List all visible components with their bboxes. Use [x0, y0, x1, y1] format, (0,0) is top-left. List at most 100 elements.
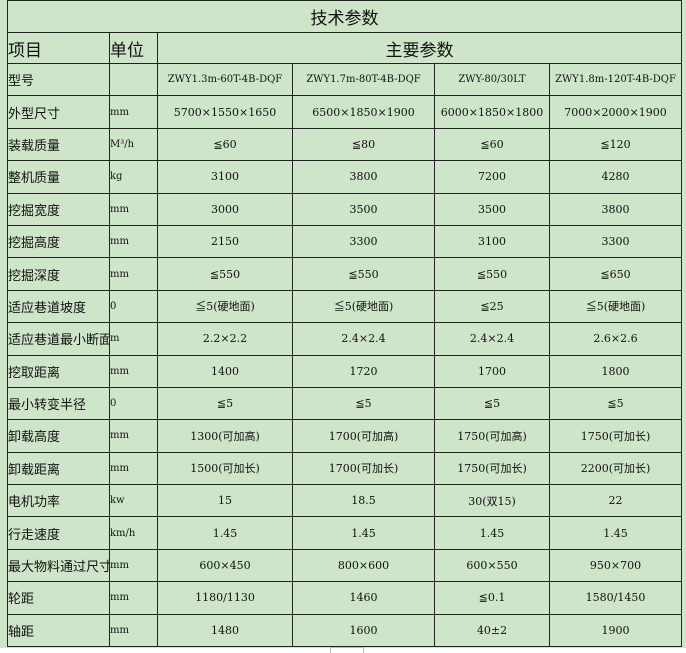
- row-name[interactable]: 装载质量: [7, 127, 110, 162]
- value-cell[interactable]: ≦0.1: [434, 581, 550, 615]
- value-cell[interactable]: 1700: [434, 354, 550, 388]
- value-cell[interactable]: ≦5: [434, 386, 550, 421]
- row-unit[interactable]: mm: [109, 581, 158, 615]
- value-cell[interactable]: ZWY-80/30LT: [434, 62, 550, 97]
- value-cell[interactable]: 2.4×2.4: [292, 322, 435, 356]
- value-cell[interactable]: 1.45: [157, 516, 293, 550]
- value-cell[interactable]: 7200: [434, 160, 550, 194]
- row-unit[interactable]: mm: [109, 224, 158, 259]
- value-cell[interactable]: 2150: [157, 224, 293, 259]
- row-unit[interactable]: mm: [109, 257, 158, 291]
- value-cell[interactable]: 3500: [434, 192, 550, 226]
- value-cell[interactable]: ≦120: [549, 127, 682, 162]
- value-cell[interactable]: ≦650: [549, 257, 682, 291]
- value-cell[interactable]: 3300: [292, 224, 435, 259]
- sheet-tab[interactable]: [330, 647, 364, 653]
- value-cell[interactable]: 2.6×2.6: [549, 322, 682, 356]
- value-cell[interactable]: 600×550: [434, 548, 550, 583]
- value-cell[interactable]: 3500: [292, 192, 435, 226]
- row-unit[interactable]: 0: [109, 386, 158, 421]
- value-cell[interactable]: 1600: [292, 613, 435, 648]
- value-cell[interactable]: 40±2: [434, 613, 550, 648]
- value-cell[interactable]: 1460: [292, 581, 435, 615]
- row-unit[interactable]: m: [109, 322, 158, 356]
- value-cell[interactable]: 1.45: [292, 516, 435, 550]
- row-name[interactable]: 挖掘宽度: [7, 192, 110, 226]
- value-cell[interactable]: 1700(可加长): [292, 451, 435, 486]
- row-unit[interactable]: km/h: [109, 516, 158, 550]
- value-cell[interactable]: ≦60: [157, 127, 293, 162]
- value-cell[interactable]: 18.5: [292, 484, 435, 518]
- row-name[interactable]: 适应巷道坡度: [7, 289, 110, 324]
- row-name[interactable]: 挖掘深度: [7, 257, 110, 291]
- row-name[interactable]: 电机功率: [7, 484, 110, 518]
- value-cell[interactable]: 30(双15): [434, 484, 550, 518]
- value-cell[interactable]: ZWY1.8m-120T-4B-DQF: [549, 62, 682, 97]
- value-cell[interactable]: ZWY1.3m-60T-4B-DQF: [157, 62, 293, 97]
- row-unit[interactable]: mm: [109, 95, 158, 129]
- value-cell[interactable]: 1750(可加长): [434, 451, 550, 486]
- value-cell[interactable]: 5700×1550×1650: [157, 95, 293, 129]
- value-cell[interactable]: 1400: [157, 354, 293, 388]
- row-unit[interactable]: 0: [109, 289, 158, 324]
- value-cell[interactable]: ≦5(硬地面): [157, 289, 293, 324]
- row-name[interactable]: 行走速度: [7, 516, 110, 550]
- value-cell[interactable]: 15: [157, 484, 293, 518]
- value-cell[interactable]: ≦550: [434, 257, 550, 291]
- row-unit[interactable]: kg: [109, 160, 158, 194]
- value-cell[interactable]: 800×600: [292, 548, 435, 583]
- value-cell[interactable]: 6500×1850×1900: [292, 95, 435, 129]
- row-name[interactable]: 整机质量: [7, 160, 110, 194]
- row-name[interactable]: 卸载高度: [7, 419, 110, 453]
- header-main[interactable]: 主要参数: [157, 32, 682, 64]
- value-cell[interactable]: ≦550: [292, 257, 435, 291]
- value-cell[interactable]: 1.45: [549, 516, 682, 550]
- row-unit[interactable]: M³/h: [109, 127, 158, 162]
- value-cell[interactable]: 1750(可加高): [434, 419, 550, 453]
- value-cell[interactable]: ≦60: [434, 127, 550, 162]
- row-name[interactable]: 外型尺寸: [7, 95, 110, 129]
- row-name[interactable]: 卸载距离: [7, 451, 110, 486]
- value-cell[interactable]: 2.2×2.2: [157, 322, 293, 356]
- row-unit[interactable]: mm: [109, 451, 158, 486]
- value-cell[interactable]: 1500(可加长): [157, 451, 293, 486]
- value-cell[interactable]: 4280: [549, 160, 682, 194]
- value-cell[interactable]: ≦5(硬地面): [549, 289, 682, 324]
- value-cell[interactable]: 7000×2000×1900: [549, 95, 682, 129]
- value-cell[interactable]: 3000: [157, 192, 293, 226]
- value-cell[interactable]: 1480: [157, 613, 293, 648]
- value-cell[interactable]: 3800: [549, 192, 682, 226]
- value-cell[interactable]: ≦550: [157, 257, 293, 291]
- value-cell[interactable]: 2.4×2.4: [434, 322, 550, 356]
- value-cell[interactable]: ≦5: [292, 386, 435, 421]
- value-cell[interactable]: 3800: [292, 160, 435, 194]
- row-unit[interactable]: [109, 62, 158, 97]
- value-cell[interactable]: ≦80: [292, 127, 435, 162]
- value-cell[interactable]: 6000×1850×1800: [434, 95, 550, 129]
- row-unit[interactable]: mm: [109, 613, 158, 648]
- row-unit[interactable]: mm: [109, 192, 158, 226]
- row-name[interactable]: 最大物料通过尺寸: [7, 548, 110, 583]
- header-unit[interactable]: 单位: [109, 32, 158, 64]
- row-unit[interactable]: mm: [109, 354, 158, 388]
- row-name[interactable]: 挖取距离: [7, 354, 110, 388]
- row-name[interactable]: 轴距: [7, 613, 110, 648]
- value-cell[interactable]: ≦5: [157, 386, 293, 421]
- value-cell[interactable]: 22: [549, 484, 682, 518]
- row-name[interactable]: 适应巷道最小断面: [7, 322, 110, 356]
- value-cell[interactable]: ≦5: [549, 386, 682, 421]
- value-cell[interactable]: 3300: [549, 224, 682, 259]
- value-cell[interactable]: 1750(可加长): [549, 419, 682, 453]
- table-title[interactable]: 技术参数: [7, 0, 682, 33]
- value-cell[interactable]: 1700(可加高): [292, 419, 435, 453]
- row-unit[interactable]: kw: [109, 484, 158, 518]
- value-cell[interactable]: 1.45: [434, 516, 550, 550]
- value-cell[interactable]: 1180/1130: [157, 581, 293, 615]
- row-name[interactable]: 挖掘高度: [7, 224, 110, 259]
- row-unit[interactable]: mm: [109, 419, 158, 453]
- value-cell[interactable]: 3100: [434, 224, 550, 259]
- value-cell[interactable]: 950×700: [549, 548, 682, 583]
- value-cell[interactable]: 2200(可加长): [549, 451, 682, 486]
- row-unit[interactable]: mm: [109, 548, 158, 583]
- value-cell[interactable]: 1800: [549, 354, 682, 388]
